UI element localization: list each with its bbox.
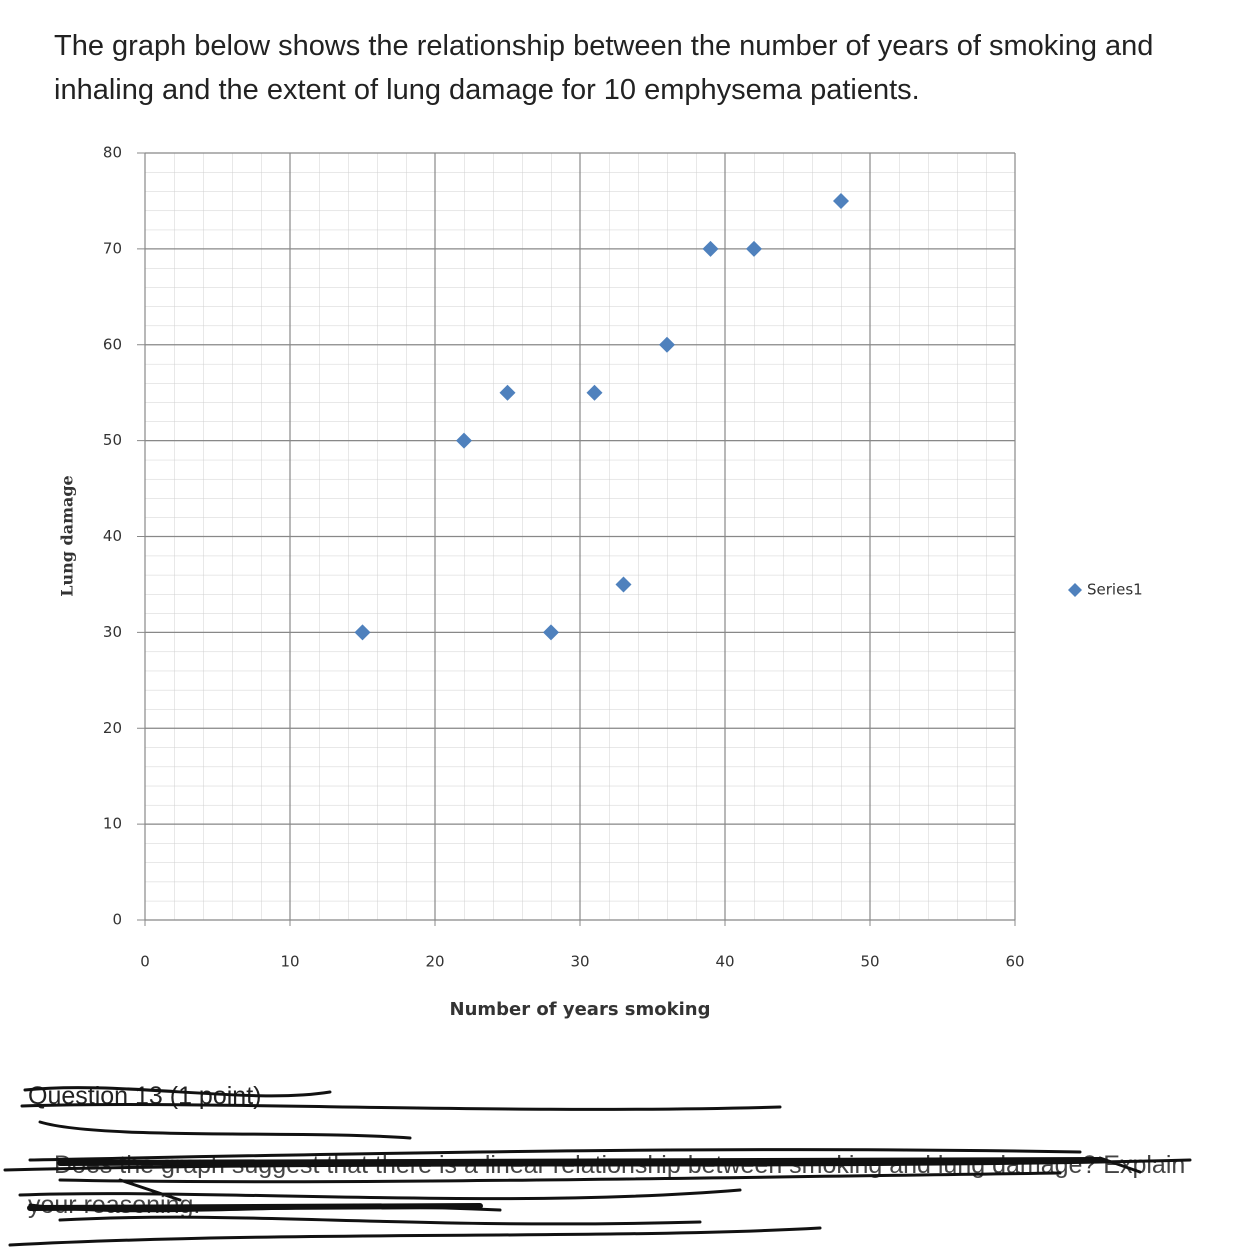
y-tick-label: 40 [103,527,122,545]
legend-label: Series1 [1087,581,1143,599]
point [354,624,371,641]
point [456,432,472,449]
x-tick-label: 40 [715,953,734,971]
y-tick-label: 60 [103,335,122,353]
chart: Number of years smoking Lung damage 0 10 2… [58,144,1143,1021]
x-tick-label: 60 [1005,953,1024,971]
y-tick-label: 70 [103,239,122,257]
y-tick-label: 50 [103,431,122,449]
x-tick-label: 0 [140,953,150,971]
y-axis-label: Lung damage [58,475,77,597]
x-tick-label: 20 [425,953,444,971]
y-tick-label: 20 [103,719,122,737]
point [746,240,762,257]
point [543,624,559,641]
point [702,240,719,257]
question-text: Does the graph suggest that there is a l… [28,1151,1186,1219]
point [615,576,632,593]
x-axis-label: Number of years smoking [450,999,711,1020]
point [833,192,849,209]
y-tick-label: 30 [103,623,122,641]
x-tick-label: 50 [860,953,879,971]
y-tick-label: 10 [103,815,122,833]
point [659,336,675,353]
question-title: Question 13 (1 point) [28,1082,262,1110]
y-tick-label: 0 [112,911,122,929]
x-tick-label: 10 [280,953,299,971]
y-tick-label: 80 [103,144,122,162]
x-tick-label: 30 [570,953,589,971]
point [586,384,603,401]
legend-marker [1068,583,1082,597]
intro-text: The graph below shows the relationship b… [54,30,1154,106]
point [499,384,516,401]
